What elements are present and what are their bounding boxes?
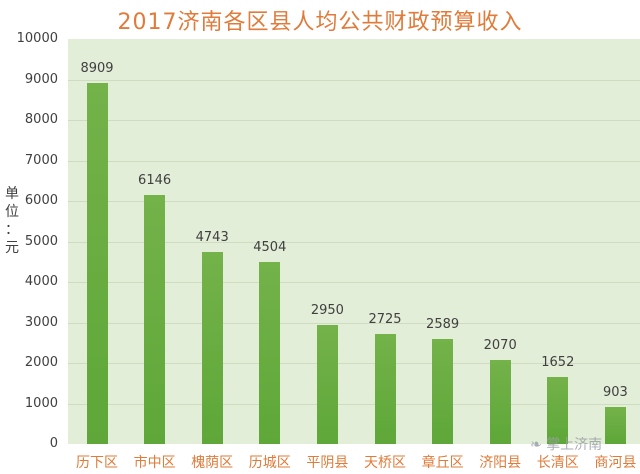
bar [316, 324, 338, 444]
gridline [68, 201, 640, 202]
watermark: ❧ 掌上济南 [530, 437, 603, 453]
bar [86, 83, 108, 444]
x-tick-label: 商河县 [594, 455, 637, 471]
bar-value-label: 8909 [80, 61, 114, 77]
bar-value-label: 4743 [195, 229, 229, 245]
bar-value-label: 1652 [541, 355, 575, 371]
y-tick-label: 4000 [24, 274, 58, 289]
gridline [68, 322, 640, 324]
wechat-icon: ❧ [530, 437, 547, 453]
y-axis-label-char: 元 [5, 240, 19, 256]
x-tick-label: 平阴县 [306, 455, 349, 471]
x-tick-label: 槐荫区 [191, 455, 234, 471]
x-tick-label: 历城区 [248, 455, 291, 471]
bar [144, 195, 166, 444]
y-tick-label: 7000 [24, 152, 58, 168]
y-tick-label: 10000 [16, 31, 58, 46]
y-axis-label: 单位 ： 元 [4, 185, 20, 257]
bar-value-label: 4504 [253, 239, 287, 255]
x-tick-label: 章丘区 [421, 455, 464, 471]
bar [547, 377, 569, 444]
y-tick-label: 0 [49, 436, 58, 451]
plot-area: 8909 6146 4743 4504 2950 2725 2589 2070 1652 903 [68, 39, 640, 444]
gridline [68, 403, 640, 405]
gridline [68, 363, 640, 364]
y-tick-label: 8000 [24, 112, 58, 127]
bar [259, 261, 281, 444]
y-tick-label: 6000 [24, 193, 58, 208]
gridline [68, 79, 640, 81]
gridline [68, 120, 640, 121]
x-tick-label: 历下区 [76, 455, 118, 471]
x-tick-label: 济阳县 [479, 455, 522, 471]
bar-value-label: 903 [602, 385, 628, 401]
y-tick-label: 3000 [24, 314, 58, 330]
bar [201, 251, 223, 444]
bar-value-label: 6146 [138, 173, 172, 189]
y-axis-label-char: 位 [5, 204, 19, 220]
bar-value-label: 2725 [368, 311, 402, 327]
bar-value-label: 2070 [483, 338, 517, 354]
bar-value-label: 2589 [426, 317, 460, 333]
y-axis-label-char: ： [5, 222, 19, 238]
x-tick-label: 市中区 [133, 455, 176, 471]
x-tick-label: 天桥区 [364, 455, 406, 471]
gridline [68, 160, 640, 162]
bar-value-label: 2950 [310, 302, 344, 318]
x-tick-label: 长清区 [536, 455, 579, 471]
y-tick-label: 5000 [24, 233, 58, 249]
chart-title: 2017济南各区县人均公共财政预算收入 [117, 10, 523, 35]
y-tick-label: 9000 [24, 71, 58, 87]
y-tick-label: 2000 [24, 355, 58, 370]
gridline [68, 241, 640, 243]
y-tick-label: 1000 [24, 395, 58, 411]
gridline [68, 282, 640, 283]
bar [432, 339, 454, 444]
y-axis-label-char: 单 [5, 186, 19, 202]
bar [374, 333, 396, 444]
bar [489, 360, 511, 444]
bar [604, 407, 626, 444]
